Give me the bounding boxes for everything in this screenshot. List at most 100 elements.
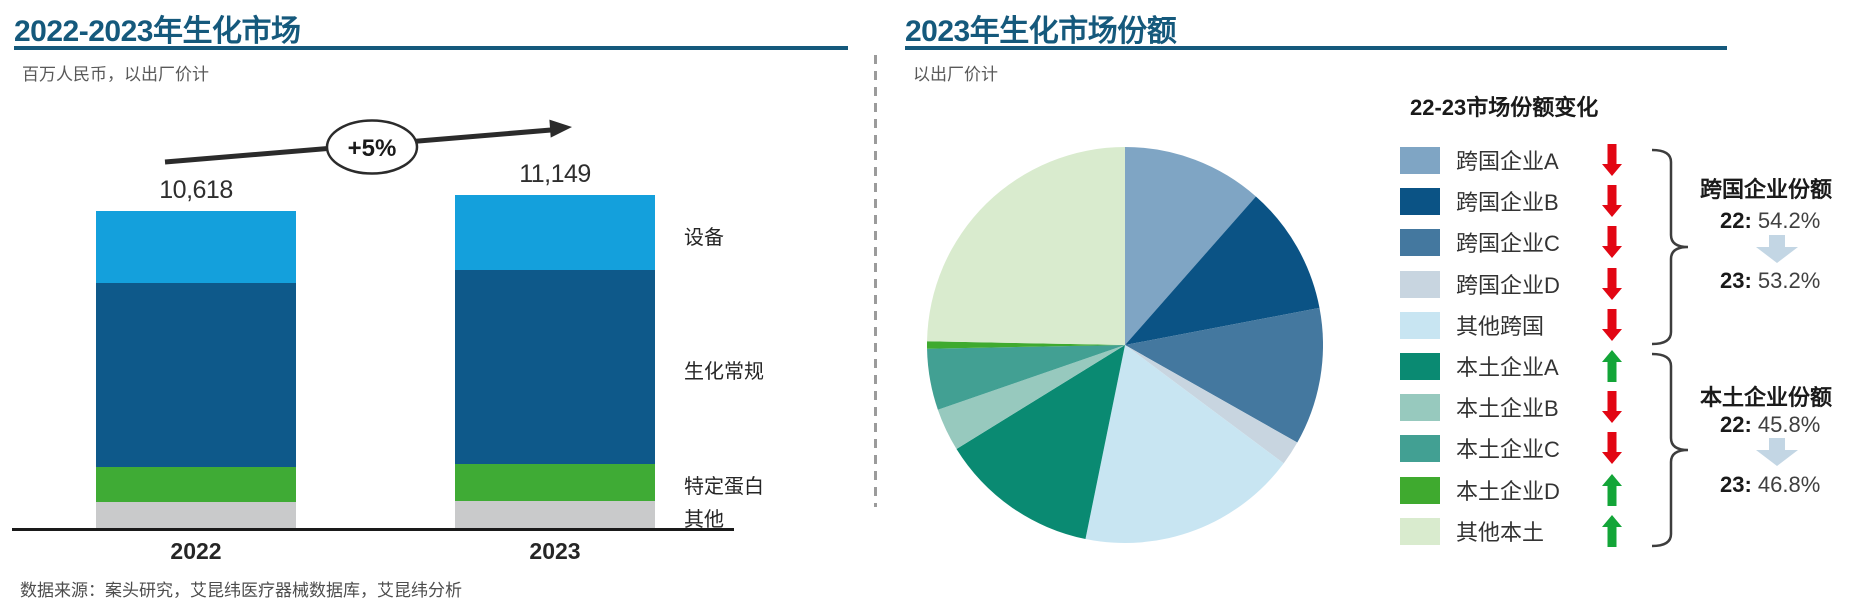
legend-swatch <box>1400 228 1440 256</box>
segment-label-other: 其他 <box>684 509 724 531</box>
bar-segment-2022 <box>96 282 296 467</box>
x-axis-line <box>12 528 734 531</box>
trend-down-arrow-icon <box>1602 309 1622 341</box>
growth-arrowhead-icon <box>549 119 572 138</box>
pie-slice-跨国企业B <box>1125 196 1320 345</box>
domestic-share-2022: 22: 45.8% <box>1720 412 1820 438</box>
bar-segment-2023 <box>455 270 655 464</box>
trend-up-arrow-icon <box>1602 515 1622 547</box>
legend-swatch <box>1400 517 1440 545</box>
left-panel-title: 2022-2023年生化市场 <box>14 15 301 48</box>
pie-slice-本土企业B <box>937 345 1125 449</box>
legend-label: 本土企业B <box>1456 396 1559 421</box>
legend-label: 本土企业A <box>1456 355 1559 380</box>
trend-down-arrow-icon <box>1602 268 1622 300</box>
trend-down-arrow-icon <box>1602 226 1622 258</box>
multinational-share-2022: 22: 54.2% <box>1720 208 1820 234</box>
pie-slice-跨国企业C <box>1125 307 1323 443</box>
bar-segment-2022 <box>96 502 296 529</box>
legend-item: 跨国企业B <box>1400 184 1622 218</box>
pie-slice-跨国企业A <box>1125 147 1256 345</box>
domestic-share-title: 本土企业份额 <box>1700 385 1833 410</box>
legend-swatch <box>1400 434 1440 462</box>
bar-total-label: 10,618 <box>159 175 233 204</box>
growth-label: +5% <box>348 135 397 162</box>
legend-swatch <box>1400 311 1440 339</box>
transition-down-arrow-icon <box>1756 438 1798 466</box>
pie-slice-其他跨国 <box>1085 345 1284 543</box>
brace-multinational <box>1651 148 1689 346</box>
legend-label: 跨国企业B <box>1456 190 1559 215</box>
segment-label-protein: 特定蛋白 <box>684 476 764 498</box>
legend-title: 22-23市场份额变化 <box>1410 95 1599 120</box>
share-23-value: 46.8% <box>1757 472 1821 497</box>
right-panel-subtitle: 以出厂价计 <box>913 65 998 84</box>
trend-down-arrow-icon <box>1602 144 1622 176</box>
legend-item: 跨国企业A <box>1400 143 1622 177</box>
legend-label: 本土企业C <box>1456 437 1560 462</box>
share-22-value: 45.8% <box>1757 412 1821 437</box>
trend-down-arrow-icon <box>1602 432 1622 464</box>
trend-up-arrow-icon <box>1602 350 1622 382</box>
legend-swatch <box>1400 187 1440 215</box>
left-title-underline <box>14 46 848 50</box>
trend-up-arrow-icon <box>1602 474 1622 506</box>
legend-item: 跨国企业C <box>1400 225 1622 259</box>
pie-slice-本土企业D <box>927 341 1125 349</box>
segment-label-routine: 生化常规 <box>684 361 764 383</box>
legend-swatch <box>1400 352 1440 380</box>
segment-label-equipment: 设备 <box>684 227 724 249</box>
legend-item: 本土企业B <box>1400 390 1622 424</box>
market-share-pie-chart <box>927 147 1323 543</box>
legend-swatch <box>1400 476 1440 504</box>
bar-segment-2023 <box>455 463 655 502</box>
legend-swatch <box>1400 270 1440 298</box>
year-23-label: 23: <box>1720 268 1752 293</box>
share-22-value: 54.2% <box>1757 208 1821 233</box>
legend-label: 其他本土 <box>1456 520 1545 545</box>
pie-slice-跨国企业D <box>1125 345 1298 464</box>
growth-ellipse <box>325 119 419 175</box>
right-title-underline <box>905 46 1727 50</box>
source-note: 数据来源：案头研究，艾昆纬医疗器械数据库，艾昆纬分析 <box>20 581 462 600</box>
legend-label: 跨国企业C <box>1456 231 1560 256</box>
legend-item: 其他本土 <box>1400 514 1622 548</box>
legend-label: 跨国企业A <box>1456 149 1559 174</box>
legend-label: 其他跨国 <box>1456 314 1545 339</box>
left-panel-subtitle: 百万人民币，以出厂价计 <box>22 65 209 84</box>
share-23-value: 53.2% <box>1757 268 1821 293</box>
multinational-share-2023: 23: 53.2% <box>1720 268 1820 294</box>
year-22-label: 22: <box>1720 412 1752 437</box>
legend-swatch <box>1400 393 1440 421</box>
year-22-label: 22: <box>1720 208 1752 233</box>
legend-item: 跨国企业D <box>1400 267 1622 301</box>
category-label-2022: 2022 <box>170 538 222 564</box>
pie-slice-本土企业A <box>956 345 1125 540</box>
legend-label: 本土企业D <box>1456 479 1560 504</box>
bar-segment-2023 <box>455 195 655 271</box>
right-panel-title: 2023年生化市场份额 <box>905 15 1177 48</box>
bar-segment-2023 <box>455 501 655 529</box>
year-23-label: 23: <box>1720 472 1752 497</box>
trend-down-arrow-icon <box>1602 391 1622 423</box>
legend-item: 本土企业A <box>1400 349 1622 383</box>
pie-slice-本土企业C <box>927 345 1125 410</box>
pie-slice-其他本土 <box>927 147 1125 345</box>
domestic-share-2023: 23: 46.8% <box>1720 472 1820 498</box>
legend-label: 跨国企业D <box>1456 273 1560 298</box>
legend-swatch <box>1400 146 1440 174</box>
bar-segment-2022 <box>96 466 296 503</box>
bar-total-label: 11,149 <box>519 160 591 188</box>
panel-divider <box>874 55 877 507</box>
category-label-2023: 2023 <box>529 538 581 564</box>
brace-domestic <box>1651 352 1689 548</box>
legend-item: 本土企业C <box>1400 431 1622 465</box>
transition-down-arrow-icon <box>1756 235 1798 263</box>
legend-item: 其他跨国 <box>1400 308 1622 342</box>
bar-segment-2022 <box>96 210 296 283</box>
legend-item: 本土企业D <box>1400 473 1622 507</box>
trend-down-arrow-icon <box>1602 185 1622 217</box>
multinational-share-title: 跨国企业份额 <box>1700 177 1833 202</box>
growth-arrow-annotation: +5% <box>164 119 572 175</box>
